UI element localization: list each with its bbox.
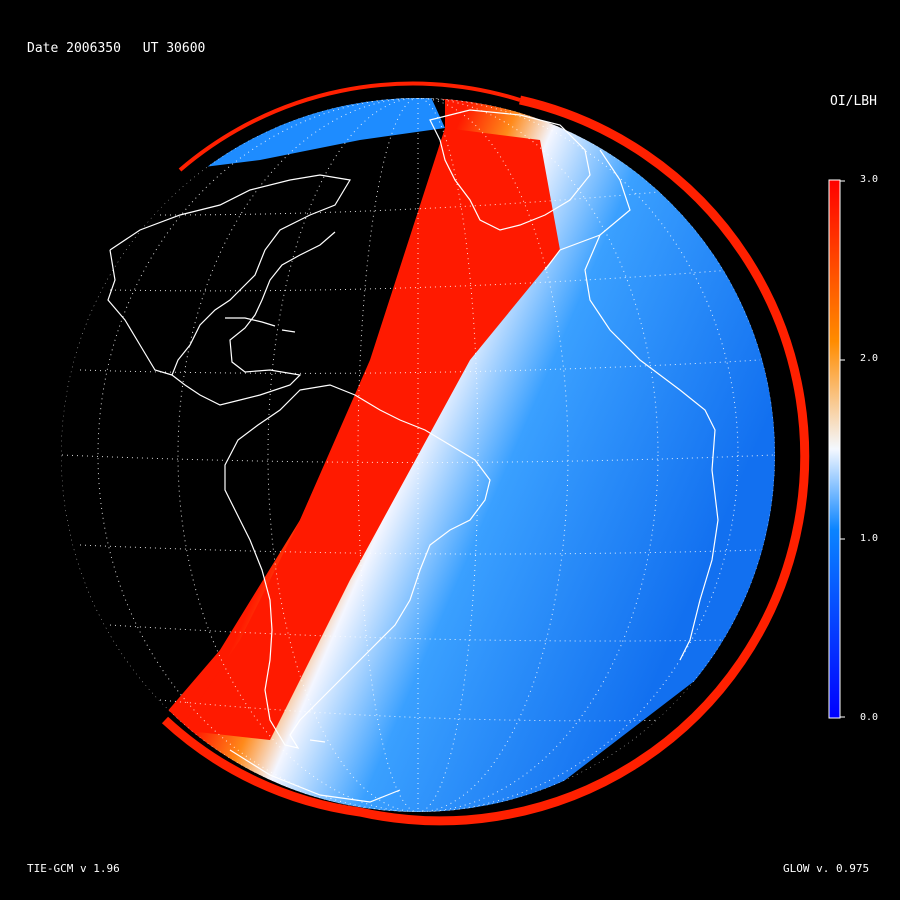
coastlines — [107, 109, 719, 803]
colorbar-tick-2: 2.0 — [860, 353, 879, 364]
colorbar-tick-min: 0.0 — [860, 712, 879, 723]
ut-text: UT 30600 — [142, 41, 206, 56]
colorbar-tick-max: 3.0 — [860, 174, 879, 185]
graticule — [61, 98, 775, 812]
glow-version: GLOW v. 0.975 — [783, 862, 870, 875]
limb-ring — [161, 95, 810, 826]
date-header: Date 2006350 UT 30600 — [27, 41, 205, 56]
colorbar-title: OI/LBH — [830, 94, 877, 109]
colorbar-tick-1: 1.0 — [860, 533, 879, 544]
date-text: Date 2006350 — [27, 41, 121, 56]
emission-field — [160, 98, 775, 812]
colorbar — [828, 179, 841, 719]
colorbar-ticks — [840, 180, 845, 718]
model-version: TIE-GCM v 1.96 — [27, 862, 120, 875]
